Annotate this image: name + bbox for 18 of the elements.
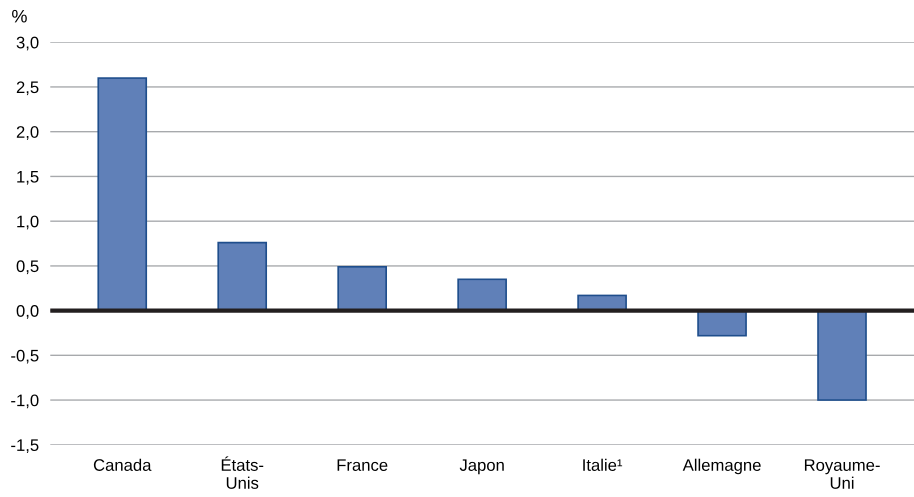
y-axis-title: %: [12, 10, 27, 23]
y-tick-label: 1,5: [17, 171, 38, 185]
x-tick-label: Japon: [460, 459, 504, 474]
x-tick-label: Allemagne: [682, 458, 761, 474]
x-tick-label: Italie¹: [583, 458, 622, 471]
x-tick-label: Canada: [94, 458, 152, 471]
y-tick-label: 0,5: [16, 260, 38, 274]
y-tick-label: 1,0: [17, 216, 39, 230]
x-tick-label: Royaume- Uni: [804, 459, 880, 489]
y-tick-label: 2,5: [16, 81, 38, 96]
y-tick-label: -0,5: [11, 350, 38, 364]
y-tick-label: -1,5: [11, 439, 38, 453]
y-tick-label: 0,0: [16, 305, 39, 319]
y-tick-label: 2,0: [16, 126, 39, 140]
y-tick-label: 3,0: [16, 36, 39, 50]
x-tick-label: France: [338, 459, 388, 471]
x-tick-label: États- Unis: [222, 456, 264, 489]
y-tick-label: -1,0: [11, 394, 39, 408]
